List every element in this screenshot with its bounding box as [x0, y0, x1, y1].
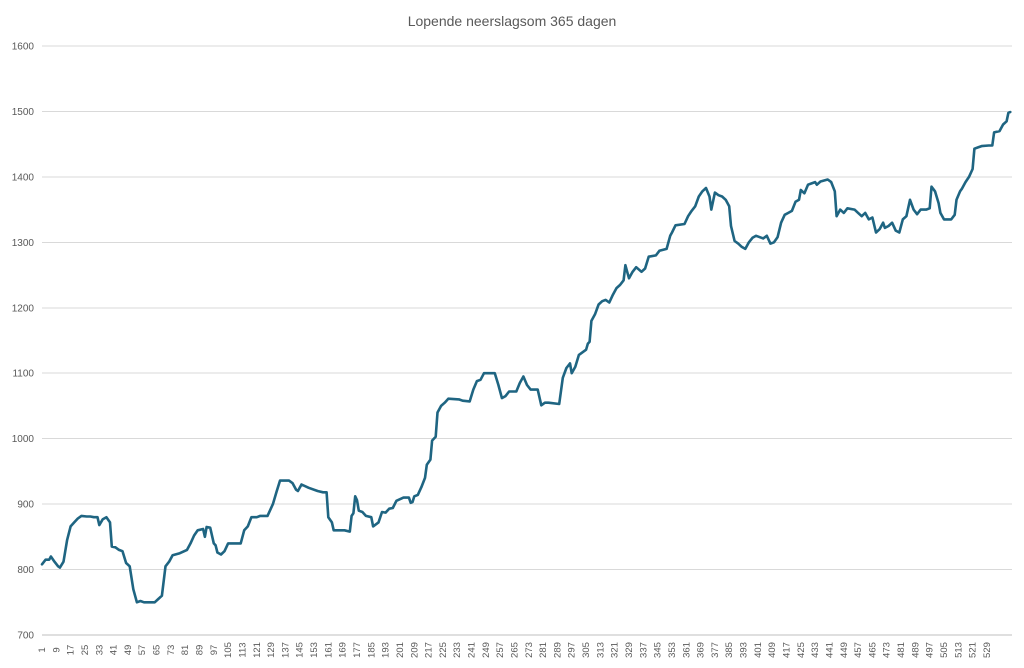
x-tick-label: 481: [896, 642, 907, 658]
y-tick-label: 900: [17, 500, 34, 511]
x-tick-label: 145: [295, 642, 306, 658]
y-tick-label: 1000: [12, 434, 35, 445]
x-tick-label: 249: [481, 642, 492, 658]
x-tick-label: 441: [824, 642, 835, 658]
x-tick-label: 313: [595, 642, 606, 658]
series-layer: [40, 110, 1012, 604]
x-tick-label: 89: [194, 645, 205, 656]
x-tick-label: 337: [638, 642, 649, 658]
x-tick-label: 193: [381, 642, 392, 658]
gridlines: [42, 45, 1012, 636]
x-tick-label: 113: [237, 642, 248, 657]
x-tick-label: 393: [739, 642, 750, 658]
x-tick-label: 121: [252, 642, 263, 658]
x-tick-label: 489: [910, 642, 921, 658]
x-tick-label: 161: [323, 642, 334, 658]
series-line: [40, 110, 1012, 604]
x-tick-label: 345: [653, 642, 664, 658]
x-tick-label: 473: [882, 642, 893, 658]
x-tick-label: 361: [681, 642, 692, 658]
x-tick-label: 385: [724, 642, 735, 658]
x-tick-label: 281: [538, 642, 549, 658]
y-tick-label: 1400: [12, 172, 35, 183]
x-tick-label: 225: [438, 642, 449, 658]
x-tick-label: 41: [109, 645, 120, 656]
x-tick-label: 137: [280, 642, 291, 658]
x-tick-label: 265: [509, 642, 520, 658]
y-tick-label: 1300: [12, 238, 35, 249]
x-tick-label: 529: [982, 642, 993, 658]
x-tick-label: 321: [610, 642, 621, 658]
x-tick-label: 297: [567, 642, 578, 658]
x-tick-label: 505: [939, 642, 950, 658]
x-tick-label: 201: [395, 642, 406, 658]
x-tick-label: 1: [37, 647, 48, 652]
x-axis-tick-labels: 1 9 17 25 33 41 49 57 65 73 81 89 97 105 113 121 129 137 1…: [37, 642, 993, 658]
x-tick-label: 25: [80, 645, 91, 656]
x-tick-label: 217: [424, 642, 435, 658]
x-tick-label: 465: [867, 642, 878, 658]
x-tick-label: 33: [94, 645, 105, 656]
x-tick-label: 513: [953, 642, 964, 658]
x-tick-label: 17: [66, 645, 77, 656]
x-tick-label: 433: [810, 642, 821, 658]
x-tick-label: 153: [309, 642, 320, 658]
x-tick-label: 449: [839, 642, 850, 658]
x-tick-label: 105: [223, 642, 234, 658]
x-tick-label: 129: [266, 642, 277, 658]
x-tick-label: 369: [696, 642, 707, 658]
y-tick-label: 1200: [12, 303, 35, 314]
x-tick-label: 97: [209, 645, 220, 656]
x-tick-label: 49: [123, 645, 134, 656]
x-tick-label: 57: [137, 645, 148, 656]
x-tick-label: 497: [925, 642, 936, 658]
y-tick-label: 1100: [12, 369, 34, 380]
x-tick-label: 425: [796, 642, 807, 658]
x-tick-label: 209: [409, 642, 420, 658]
x-tick-label: 409: [767, 642, 778, 658]
x-tick-label: 241: [467, 642, 478, 658]
x-tick-label: 233: [452, 642, 463, 658]
x-tick-label: 329: [624, 642, 635, 658]
x-tick-label: 377: [710, 642, 721, 658]
y-tick-label: 700: [17, 631, 34, 642]
x-tick-label: 73: [166, 645, 177, 656]
y-tick-label: 1500: [12, 107, 35, 118]
x-tick-label: 305: [581, 642, 592, 658]
x-tick-label: 417: [782, 642, 793, 658]
x-tick-label: 185: [366, 642, 377, 658]
x-tick-label: 401: [753, 642, 764, 658]
x-tick-label: 169: [338, 642, 349, 658]
x-tick-label: 257: [495, 642, 506, 658]
y-tick-label: 1600: [12, 42, 35, 53]
x-tick-label: 65: [152, 645, 163, 656]
x-tick-label: 177: [352, 642, 363, 658]
y-axis-tick-labels: 700 800 900 1000 1100 1200 1300 1400 1500 1600: [12, 42, 35, 642]
chart-title: Lopende neerslagsom 365 dagen: [408, 13, 617, 29]
x-tick-label: 81: [180, 645, 191, 656]
x-tick-label: 457: [853, 642, 864, 658]
x-tick-label: 273: [524, 642, 535, 658]
x-tick-label: 289: [552, 642, 563, 658]
x-tick-label: 353: [667, 642, 678, 658]
x-tick-label: 9: [51, 647, 62, 652]
x-tick-label: 521: [968, 642, 979, 658]
y-tick-label: 800: [17, 565, 34, 576]
